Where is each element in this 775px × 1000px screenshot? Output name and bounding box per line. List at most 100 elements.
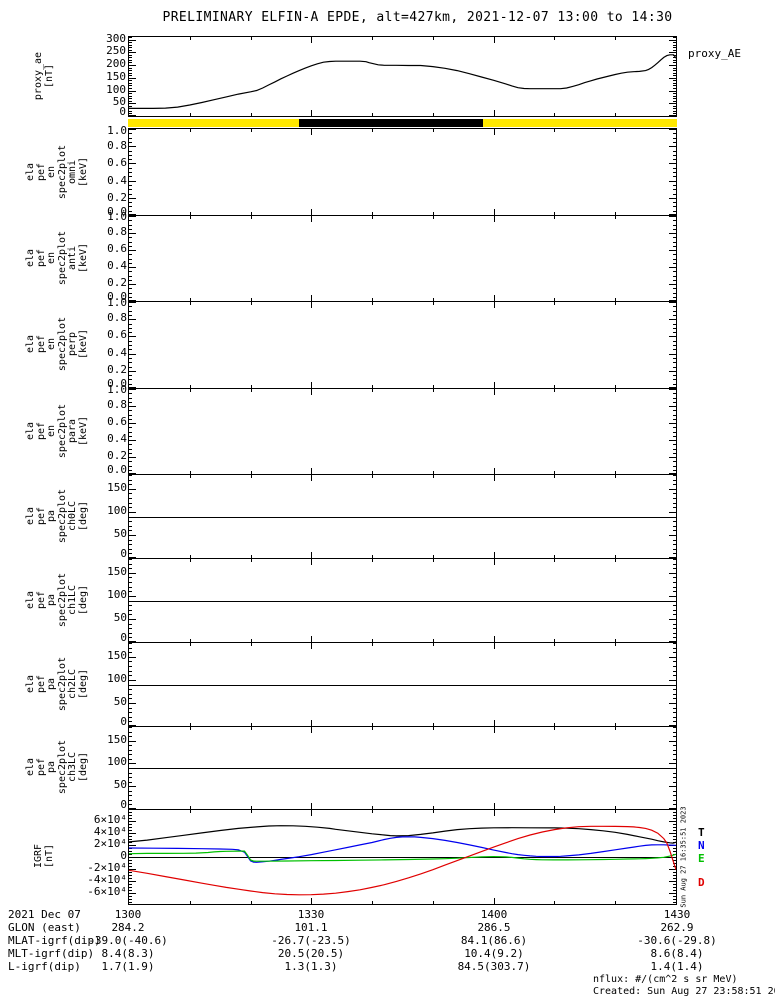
y-minor-tick (673, 448, 676, 450)
plot-title: PRELIMINARY ELFIN-A EPDE, alt=427km, 202… (162, 10, 673, 25)
x-tick (554, 113, 556, 116)
y-minor-tick (129, 475, 132, 476)
y-minor-tick (673, 59, 676, 61)
y-tick-label: 150 (106, 69, 126, 83)
y-minor-tick (129, 172, 132, 173)
y-major-tick (669, 65, 676, 67)
x-tick (493, 559, 495, 565)
y-minor-tick (673, 258, 676, 260)
x-tick (189, 389, 191, 392)
lshell-value: 1.3(1.3) (284, 960, 338, 973)
legend-trace-n: N (698, 839, 705, 852)
y-tick-label: 0 (120, 849, 127, 862)
y-minor-tick (129, 49, 132, 51)
x-tick (432, 113, 434, 116)
x-tick (311, 216, 313, 222)
x-tick (311, 643, 313, 649)
x-tick (615, 113, 617, 116)
y-minor-tick (129, 44, 132, 46)
x-tick (615, 559, 617, 562)
y-minor-tick (129, 47, 132, 49)
y-tick-label: 0.8 (107, 311, 127, 325)
x-tick (432, 37, 434, 40)
x-tick (615, 298, 617, 301)
x-tick (311, 382, 313, 388)
y-minor-tick (129, 544, 132, 546)
y-minor-tick (129, 366, 132, 368)
y-minor-tick (129, 817, 132, 819)
x-tick (250, 643, 252, 646)
y-major-tick (669, 389, 676, 390)
y-minor-tick (673, 884, 676, 886)
y-minor-tick (673, 245, 676, 247)
y-minor-tick (129, 790, 132, 792)
panel-en-perp (129, 301, 676, 388)
y-minor-tick (129, 835, 132, 837)
x-tick (432, 129, 434, 132)
x-tick (311, 129, 313, 135)
y-minor-tick (673, 47, 676, 49)
y-major-tick (669, 440, 676, 441)
y-minor-tick (129, 804, 132, 806)
y-minor-tick (129, 444, 132, 446)
y-major-tick (129, 725, 136, 726)
x-tick (189, 113, 191, 116)
y-major-tick (669, 353, 676, 355)
y-tick-label: 100 (106, 82, 126, 96)
y-minor-tick (673, 878, 676, 880)
x-tick (372, 559, 374, 562)
x-tick (432, 475, 434, 478)
y-tick-label: 0.4 (107, 345, 127, 359)
y-minor-tick (129, 80, 132, 82)
y-minor-tick (129, 484, 132, 486)
y-major-tick (669, 641, 676, 642)
y-minor-tick (673, 82, 676, 84)
panel-en-omni (129, 129, 676, 215)
y-minor-tick (673, 393, 676, 395)
x-tick (311, 110, 313, 116)
y-tick-label: 50 (113, 526, 127, 540)
x-tick (189, 901, 191, 904)
y-minor-tick (129, 349, 132, 351)
y-minor-tick (129, 383, 132, 385)
y-minor-tick (673, 228, 676, 230)
y-minor-tick (673, 110, 676, 112)
x-tick (311, 475, 313, 481)
y-minor-tick (673, 137, 676, 139)
x-tick (554, 727, 556, 730)
x-tick (493, 475, 495, 481)
y-minor-tick (673, 220, 676, 222)
availability-segment (298, 119, 484, 127)
y-tick-label: 0.6 (107, 156, 127, 170)
y-tick-label: 6×10⁴ (93, 812, 127, 826)
x-tick (493, 209, 495, 215)
y-major-tick (669, 233, 676, 234)
x-tick (493, 110, 495, 116)
x-tick (372, 901, 374, 904)
y-minor-tick (673, 469, 676, 471)
y-minor-tick (129, 393, 132, 395)
y-major-tick (669, 881, 676, 883)
x-tick (372, 129, 374, 132)
y-minor-tick (673, 327, 676, 329)
x-tick (554, 385, 556, 388)
y-major-tick (129, 457, 136, 458)
y-minor-tick (673, 189, 676, 191)
y-minor-tick (673, 340, 676, 342)
y-major-tick (669, 557, 676, 558)
x-tick (493, 636, 495, 642)
y-tick-label: 1.0 (107, 383, 127, 396)
x-tick (189, 806, 191, 809)
x-tick (554, 559, 556, 562)
y-minor-tick (129, 563, 132, 565)
y-minor-tick (673, 349, 676, 351)
y-major-tick (669, 832, 676, 834)
x-tick (554, 643, 556, 646)
y-major-tick (669, 214, 676, 215)
y-tick-label: 0 (120, 798, 127, 811)
y-minor-tick (129, 72, 132, 74)
y-minor-tick (129, 582, 132, 584)
y-major-tick (129, 832, 136, 834)
axis-label-part: [nT] (44, 63, 55, 88)
igrf-line-chart (129, 825, 676, 896)
